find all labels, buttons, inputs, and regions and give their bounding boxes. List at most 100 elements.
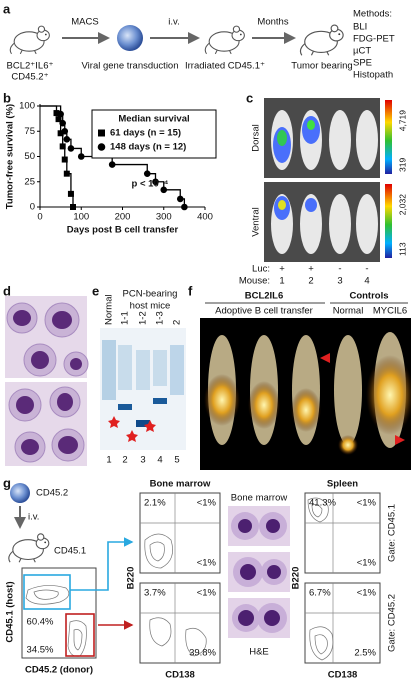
group-label: Controls — [349, 291, 388, 302]
luc-value: + — [279, 264, 285, 275]
quadrant-pct: <1% — [197, 558, 217, 569]
legend-label: 61 days (n = 15) — [110, 128, 181, 139]
cell-icon — [10, 483, 30, 503]
mouse-label: CD45.1 — [54, 546, 86, 557]
axis-label: CD45.1 (host) — [5, 581, 16, 642]
quadrant-pct: 41.3% — [309, 498, 336, 509]
mouse-icon — [299, 24, 344, 56]
plot-title: Bone marrow — [150, 479, 211, 490]
panel-label: c — [246, 90, 253, 105]
point — [70, 204, 76, 210]
panel-label: f — [188, 283, 193, 298]
view-label: Ventral — [251, 207, 262, 237]
method: BLI — [353, 22, 367, 33]
scale-label: 2,032 — [397, 194, 407, 216]
lane-number: 5 — [174, 455, 179, 466]
y-tick-label: 0 — [30, 202, 35, 213]
histology-title: Bone marrow — [231, 493, 288, 504]
method: µCT — [353, 46, 371, 57]
quadrant-pct: <1% — [197, 588, 217, 599]
lane-label: 2 — [172, 320, 183, 325]
step-segment — [66, 173, 72, 194]
lane-number: 3 — [140, 455, 145, 466]
panel-label: d — [3, 283, 11, 298]
color-bar — [385, 100, 392, 174]
legend-marker — [98, 129, 105, 137]
mouse-number: 1 — [279, 276, 284, 287]
plot-title: Spleen — [327, 479, 358, 490]
lane-number: 2 — [122, 455, 127, 466]
lane-label: 1-1 — [120, 311, 131, 325]
lane-label: 1-3 — [155, 311, 166, 325]
route-label: i.v. — [28, 512, 39, 523]
lane-number: 4 — [157, 455, 162, 466]
gate-label: Gate: CD45.1 — [387, 504, 398, 562]
axis-label: CD45.2 (donor) — [25, 665, 93, 676]
arrow — [70, 537, 134, 591]
gel-title: PCN-bearing — [123, 289, 178, 300]
arrow-label: i.v. — [168, 17, 179, 28]
mouse-icon — [9, 25, 50, 55]
axis-label: B220 — [126, 567, 137, 590]
y-tick-label: 75 — [24, 126, 35, 137]
y-axis-label: Tumor-free survival (%) — [5, 104, 16, 209]
y-tick-label: 25 — [24, 176, 35, 187]
step-segment — [64, 158, 68, 174]
step-label: Tumor bearing — [291, 61, 352, 72]
control-label: Normal — [333, 306, 364, 317]
row-label: Luc: — [252, 264, 270, 275]
x-tick-label: 400 — [197, 212, 213, 223]
y-tick-label: 50 — [24, 151, 35, 162]
flow-plot — [21, 567, 97, 659]
quadrant-pct: 3.7% — [144, 588, 166, 599]
x-tick-label: 200 — [115, 212, 131, 223]
legend-marker — [97, 143, 106, 151]
histology-images — [228, 506, 290, 638]
lane-number: 1 — [106, 455, 111, 466]
annotation: p < 10⁻⁴ — [132, 179, 169, 190]
panel-label: g — [3, 475, 11, 490]
arrow-label: Months — [257, 17, 288, 28]
axis-label: CD138 — [165, 670, 195, 681]
legend-title: Median survival — [118, 114, 189, 125]
group-sub: Adoptive B cell transfer — [215, 306, 313, 317]
quadrant-pct: <1% — [357, 498, 377, 509]
step-segment — [70, 193, 74, 207]
x-tick-label: 0 — [37, 212, 42, 223]
gel-title: host mice — [130, 301, 171, 312]
histology-caption: H&E — [249, 647, 269, 658]
step-segment — [112, 163, 148, 174]
step-label: Irradiated CD45.1⁺ — [185, 61, 265, 72]
lane-label: 1-2 — [138, 311, 149, 325]
scale-label: 113 — [397, 242, 407, 256]
quadrant-pct: 2.1% — [144, 498, 166, 509]
panel-c-art — [264, 98, 392, 262]
axis-label: CD138 — [328, 670, 358, 681]
step-segment — [62, 145, 66, 160]
method: SPE — [353, 58, 372, 69]
mouse-icon — [204, 25, 245, 55]
lane-label: Normal — [104, 294, 115, 325]
group-label: BCL2IL6 — [245, 291, 284, 302]
panel-g-art — [8, 483, 381, 664]
mouse-number: 3 — [337, 276, 342, 287]
panel-a-art — [9, 24, 344, 56]
mouse-number: 2 — [308, 276, 313, 287]
quadrant-pct: <1% — [357, 588, 377, 599]
step-label: CD45.2⁺ — [11, 72, 48, 83]
mouse-icon — [8, 533, 50, 563]
panel-label: e — [92, 283, 99, 298]
quadrant-pct: 2.5% — [354, 648, 376, 659]
gate-label: Gate: CD45.2 — [387, 594, 398, 652]
quadrant-pct: 39.8% — [189, 648, 216, 659]
gate-pct: 60.4% — [27, 617, 54, 628]
x-tick-label: 300 — [156, 212, 172, 223]
quadrant-pct: <1% — [357, 558, 377, 569]
step-segment — [58, 118, 62, 134]
cell-label: CD45.2 — [36, 488, 68, 499]
donor-gate — [65, 613, 95, 657]
panel-e-art — [100, 328, 186, 450]
legend-box — [91, 109, 217, 159]
x-tick-label: 100 — [73, 212, 89, 223]
